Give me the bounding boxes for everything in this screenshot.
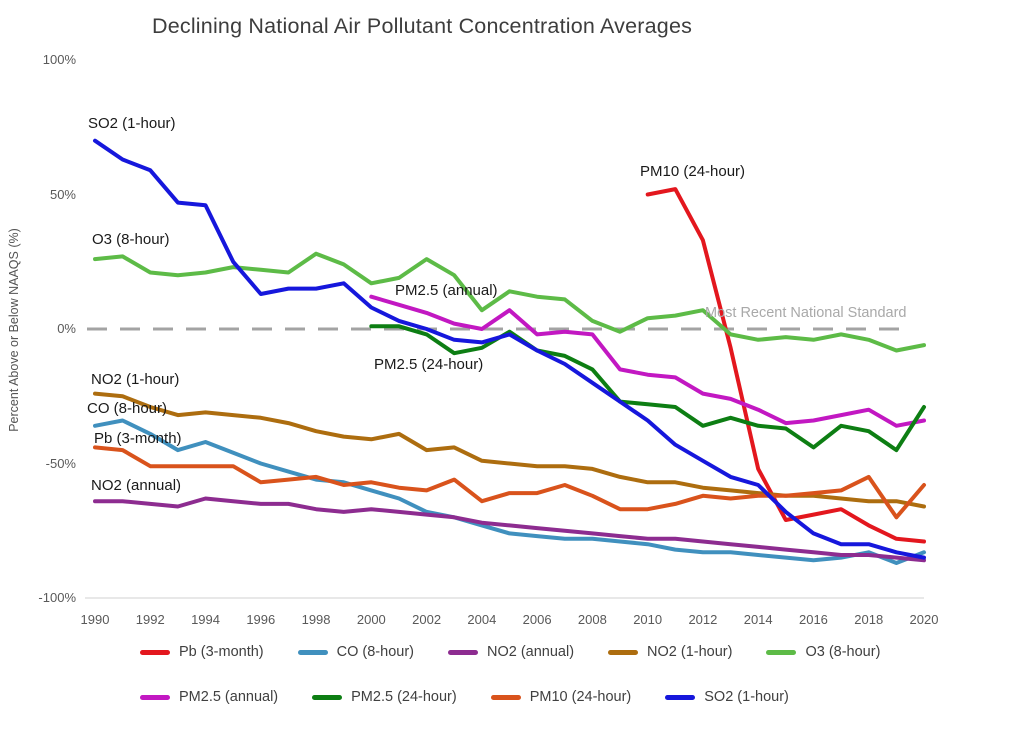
- legend-swatch-co-8-hour: [297, 649, 328, 655]
- annotation-no2-annual: NO2 (annual): [91, 477, 182, 494]
- legend-item-no2-annual: NO2 (annual): [447, 644, 575, 660]
- x-tick-label: 2014: [743, 612, 773, 627]
- annotation-so2-1-hour: SO2 (1-hour): [88, 115, 176, 132]
- legend-item-no2-1-hour: NO2 (1-hour): [608, 644, 732, 660]
- legend-item-o3-8-hour: O3 (8-hour): [766, 644, 880, 660]
- annotation-pb-3-month: Pb (3-month): [94, 430, 182, 447]
- legend-label-pm10-24-hour: PM10 (24-hour): [529, 689, 632, 705]
- legend-label-pm25-24-hour: PM2.5 (24-hour): [351, 689, 457, 705]
- x-tick-label: 1990: [80, 612, 110, 627]
- annotation-co-8-hour: CO (8-hour): [87, 400, 168, 417]
- legend-row-2: PM2.5 (annual) PM2.5 (24-hour) PM10 (24-…: [140, 689, 914, 705]
- series-line-no2-annual: [93, 496, 926, 563]
- y-tick-label: 0%: [57, 321, 76, 336]
- x-tick-label: 2012: [688, 612, 718, 627]
- x-tick-label: 2000: [356, 612, 386, 627]
- legend-label-o3-8-hour: O3 (8-hour): [805, 644, 881, 660]
- legend-swatch-pm25-annual: [140, 694, 170, 700]
- annotation-no2-1-hour: NO2 (1-hour): [91, 371, 180, 388]
- chart-title: Declining National Air Pollutant Concent…: [152, 14, 693, 38]
- series-line-pm10-24-hour: [93, 445, 926, 520]
- legend-label-no2-annual: NO2 (annual): [486, 644, 575, 660]
- y-tick-label: -100%: [38, 590, 76, 605]
- series-line-pm2-5-annual: [369, 294, 926, 428]
- annotation-pm10-24-hour: PM10 (24-hour): [640, 163, 746, 180]
- series-line-pm2-5-24-hour: [369, 324, 926, 453]
- x-tick-label: 2006: [522, 612, 552, 627]
- legend-item-pm25-annual: PM2.5 (annual): [140, 689, 278, 705]
- legend-label-no2-1-hour: NO2 (1-hour): [647, 644, 733, 660]
- legend: Pb (3-month) CO (8-hour) NO2 (annual) NO…: [140, 644, 914, 729]
- y-tick-label: 50%: [49, 186, 76, 202]
- x-tick-label: 1992: [135, 612, 165, 627]
- legend-item-co-8-hour: CO (8-hour): [297, 644, 414, 660]
- legend-item-pm10-24-hour: PM10 (24-hour): [490, 689, 632, 705]
- legend-item-pm25-24-hour: PM2.5 (24-hour): [312, 689, 457, 705]
- legend-swatch-pm10-24-hour: [490, 694, 521, 700]
- x-tick-label: 2010: [633, 612, 663, 627]
- x-tick-label: 2020: [909, 612, 939, 627]
- annotation-pm25-24-hour: PM2.5 (24-hour): [374, 356, 484, 373]
- x-tick-label: 1998: [301, 612, 331, 627]
- legend-swatch-no2-annual: [447, 649, 478, 655]
- legend-swatch-so2-1-hour: [665, 694, 696, 700]
- legend-item-pb-3-month: Pb (3-month): [140, 644, 264, 660]
- x-tick-label: 2002: [412, 612, 442, 627]
- legend-swatch-no2-1-hour: [608, 649, 639, 655]
- legend-label-so2-1-hour: SO2 (1-hour): [704, 689, 789, 705]
- legend-row-1: Pb (3-month) CO (8-hour) NO2 (annual) NO…: [140, 644, 914, 660]
- legend-swatch-o3-8-hour: [766, 649, 797, 655]
- annotation-o3-8-hour: O3 (8-hour): [92, 231, 170, 248]
- series-line-no2-1-hour: [93, 391, 926, 509]
- legend-swatch-pm25-24-hour: [312, 694, 343, 700]
- legend-label-co-8-hour: CO (8-hour): [336, 644, 414, 660]
- legend-item-so2-1-hour: SO2 (1-hour): [665, 689, 789, 705]
- x-tick-label: 2008: [577, 612, 607, 627]
- legend-label-pb-3-month: Pb (3-month): [179, 644, 264, 660]
- annotation-most-recent-national-standard: Most Recent National Standard: [705, 305, 907, 321]
- x-tick-label: 1994: [191, 612, 220, 627]
- legend-label-pm25-annual: PM2.5 (annual): [179, 689, 279, 705]
- legend-swatch-pb-3-month: [140, 649, 170, 655]
- series-lines: [93, 138, 926, 565]
- series-line-pb-3-month: [645, 187, 926, 544]
- x-tick-label: 2004: [467, 612, 497, 627]
- y-tick-label: 100%: [42, 52, 76, 67]
- x-tick-label: 2016: [798, 612, 828, 627]
- series-line-o3-8-hour: [93, 251, 926, 353]
- x-tick-label: 2018: [854, 612, 884, 627]
- series-line-co-8-hour: [93, 418, 926, 565]
- y-tick-label: -50%: [45, 455, 76, 471]
- annotation-pm25-annual: PM2.5 (annual): [395, 282, 498, 299]
- series-line-so2-1-hour: [93, 138, 926, 560]
- x-tick-label: 1996: [246, 612, 276, 627]
